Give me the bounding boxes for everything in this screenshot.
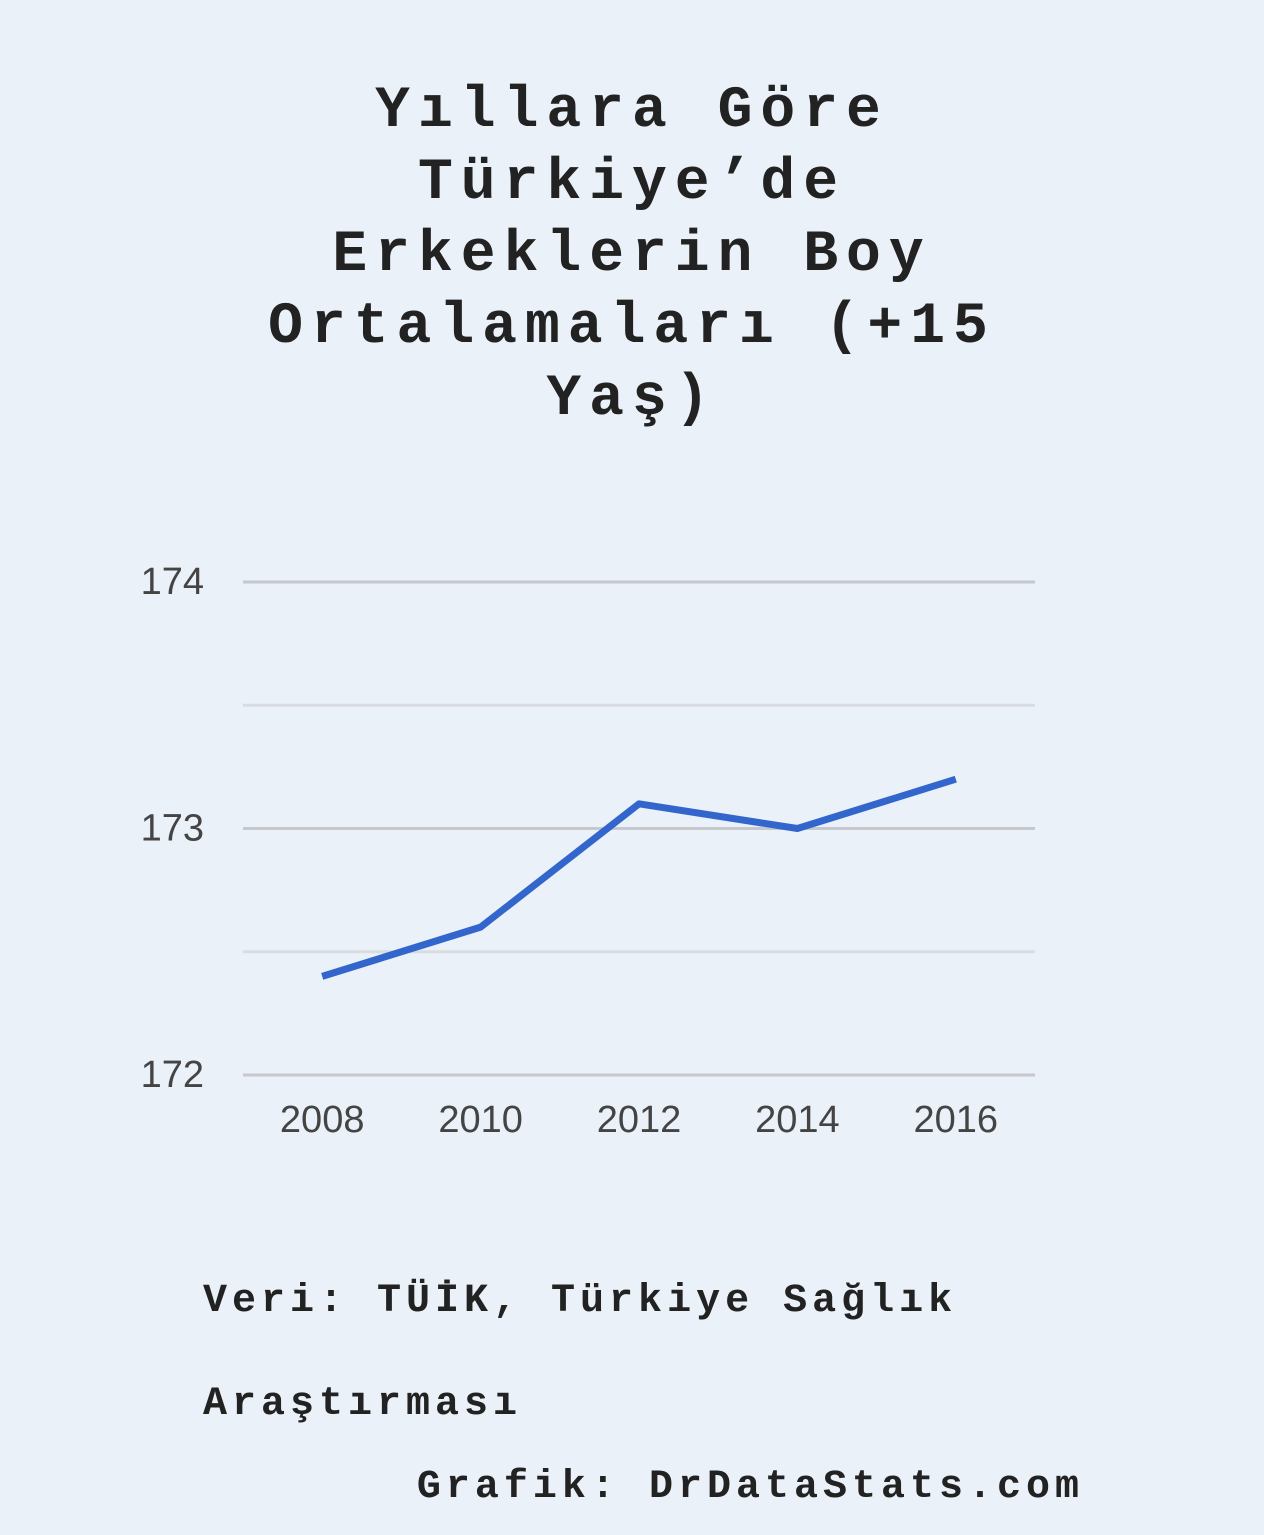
x-tick-label: 2012 [597, 1099, 682, 1141]
x-tick-label: 2008 [280, 1099, 365, 1141]
x-tick-label: 2016 [914, 1099, 999, 1141]
credit-note: Grafik: DrDataStats.com [416, 1465, 1084, 1510]
data-line [321, 775, 957, 980]
x-tick-label: 2014 [755, 1099, 840, 1141]
x-tick-label: 2010 [438, 1099, 523, 1141]
y-tick-label: 174 [141, 561, 204, 603]
y-tick-label: 172 [141, 1054, 204, 1096]
source-note: Veri: TÜİK, Türkiye Sağlık Araştırması [203, 1279, 958, 1427]
y-tick-label: 173 [141, 808, 204, 850]
chart-title: Yıllara Göre Türkiye’de Erkeklerin Boy O… [268, 79, 996, 432]
